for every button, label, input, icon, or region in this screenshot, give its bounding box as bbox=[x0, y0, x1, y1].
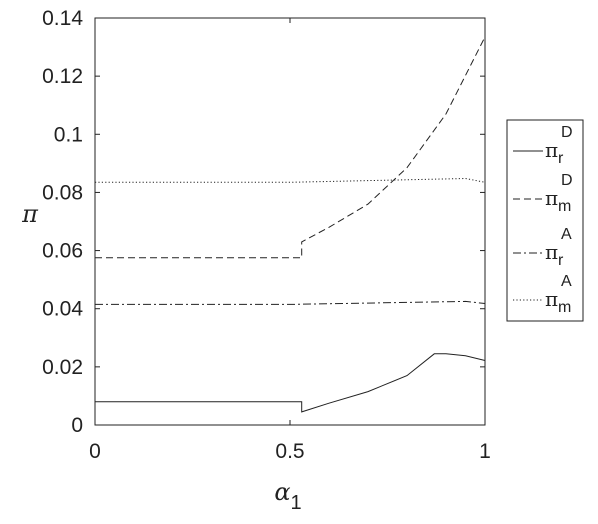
plot-frame bbox=[94, 17, 486, 426]
y-tick-label: 0.14 bbox=[42, 7, 83, 30]
legend-label-0: πrD bbox=[545, 124, 573, 167]
legend-label-2: πrA bbox=[545, 226, 572, 269]
x-tick-label: 0 bbox=[89, 440, 101, 463]
x-axis-label: α1 bbox=[274, 478, 301, 514]
legend-box bbox=[506, 119, 584, 322]
series-line-0 bbox=[95, 353, 486, 413]
y-tick-label: 0 bbox=[71, 414, 83, 437]
legend-label-3: πmA bbox=[545, 273, 572, 316]
series-line-2 bbox=[95, 300, 486, 305]
y-tick-label: 0.12 bbox=[42, 65, 83, 88]
x-tick-label: 1 bbox=[479, 440, 491, 463]
y-tick-label: 0.06 bbox=[42, 240, 83, 263]
y-tick-label: 0.1 bbox=[54, 123, 83, 146]
series-line-1 bbox=[95, 36, 486, 259]
y-tick-label: 0.04 bbox=[42, 298, 83, 321]
y-tick-label: 0.08 bbox=[42, 181, 83, 204]
y-axis-label: π bbox=[21, 200, 39, 228]
y-tick-label: 0.02 bbox=[42, 356, 83, 379]
x-tick-label: 0.5 bbox=[275, 440, 304, 463]
legend: πrD πmD πrA πmA bbox=[506, 119, 584, 322]
series-line-3 bbox=[95, 177, 486, 183]
legend-label-1: πmD bbox=[545, 172, 573, 215]
